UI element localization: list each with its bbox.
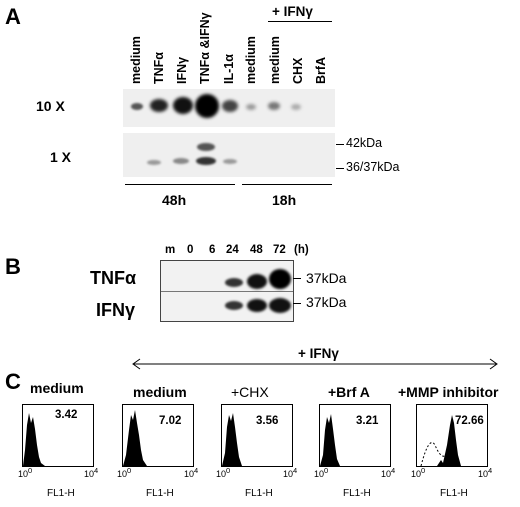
axis-tick: 100 xyxy=(117,466,132,479)
hist-label: medium xyxy=(133,384,187,400)
axis-tick: 104 xyxy=(283,466,298,479)
band xyxy=(195,94,219,118)
band xyxy=(269,269,291,289)
axis-label: FL1-H xyxy=(146,488,174,499)
histogram: 3.21 xyxy=(319,404,391,467)
band xyxy=(223,159,237,164)
kda-label-36-37: 36/37kDa xyxy=(346,160,400,174)
kda-label-42: 42kDa xyxy=(346,136,383,150)
band xyxy=(291,104,301,110)
axis-tick: 104 xyxy=(381,466,396,479)
time-label-48h: 48h xyxy=(162,192,187,208)
axis-tick: 104 xyxy=(478,466,493,479)
axis-tick: 104 xyxy=(84,466,99,479)
axis-label: FL1-H xyxy=(47,488,75,499)
hist-label: +MMP inhibitor xyxy=(398,384,499,400)
kda-label-b2: 37kDa xyxy=(306,294,347,310)
lane-label: TNFα xyxy=(152,52,166,84)
ifn-header-line-a xyxy=(268,21,332,22)
time-label-18h: 18h xyxy=(272,192,297,208)
time-label: m xyxy=(165,244,176,256)
axis-tick: 100 xyxy=(216,466,231,479)
band xyxy=(225,278,243,287)
blot-b xyxy=(160,260,294,322)
hist-value: 3.56 xyxy=(256,415,279,427)
axis-label: FL1-H xyxy=(440,488,468,499)
time-label: 6 xyxy=(209,244,216,256)
band xyxy=(197,143,215,151)
lane-label: medium xyxy=(268,36,282,84)
panel-c-letter: C xyxy=(5,369,21,394)
time-label: (h) xyxy=(294,244,309,256)
axis-tick: 100 xyxy=(314,466,329,479)
hist-value: 72.66 xyxy=(455,415,484,427)
kda-tick xyxy=(336,144,344,145)
row-label-10x: 10 X xyxy=(36,98,65,114)
lane-label: IL-1α xyxy=(222,54,236,84)
band xyxy=(268,102,280,110)
hist-label: +Brf A xyxy=(328,384,370,400)
kda-tick xyxy=(293,303,301,304)
lane-label: medium xyxy=(129,36,143,84)
time-label: 72 xyxy=(273,244,286,256)
time-label: 24 xyxy=(226,244,239,256)
band xyxy=(196,157,216,165)
axis-label: FL1-H xyxy=(245,488,273,499)
histogram: 7.02 xyxy=(122,404,194,467)
band xyxy=(131,103,143,110)
kda-tick xyxy=(336,168,344,169)
band xyxy=(247,299,267,312)
panel-a-letter: A xyxy=(5,4,21,29)
band xyxy=(222,100,238,112)
kda-label-b1: 37kDa xyxy=(306,270,347,286)
histogram: 72.66 xyxy=(416,404,488,467)
time-line-48h xyxy=(125,184,235,185)
histogram: 3.56 xyxy=(221,404,293,467)
row-label-1x: 1 X xyxy=(50,149,72,165)
ifn-header-a: + IFNγ xyxy=(272,4,313,19)
lane-label: CHX xyxy=(291,57,305,84)
hist-label: +CHX xyxy=(231,384,269,400)
ifn-header-c: + IFNγ xyxy=(298,346,339,361)
blot-1x xyxy=(123,133,335,177)
axis-tick: 100 xyxy=(18,466,33,479)
band xyxy=(147,160,161,165)
band xyxy=(173,158,189,164)
axis-tick: 100 xyxy=(411,466,426,479)
time-label: 48 xyxy=(250,244,263,256)
hist-label: medium xyxy=(30,380,84,396)
row-label-tnf: TNFα xyxy=(90,268,137,288)
lane-label: BrfA xyxy=(314,56,328,84)
lane-label: IFNγ xyxy=(175,56,189,84)
kda-tick xyxy=(293,278,301,279)
axis-label: FL1-H xyxy=(343,488,371,499)
band xyxy=(269,298,291,313)
band xyxy=(150,99,168,112)
hist-value: 3.42 xyxy=(55,409,78,421)
time-label: 0 xyxy=(187,244,194,256)
blot-10x xyxy=(123,89,335,127)
panel-b-letter: B xyxy=(5,254,21,279)
lane-label: TNFα &IFNγ xyxy=(198,12,212,84)
ifn-arrow xyxy=(132,358,498,370)
axis-tick: 104 xyxy=(184,466,199,479)
hist-value: 7.02 xyxy=(159,415,182,427)
blot-divider xyxy=(161,291,293,292)
band xyxy=(173,97,193,114)
time-line-18h xyxy=(242,184,332,185)
band xyxy=(225,301,243,310)
histogram: 3.42 xyxy=(22,404,94,467)
row-label-ifn: IFNγ xyxy=(96,300,136,320)
band xyxy=(246,104,256,110)
band xyxy=(247,274,267,289)
lane-label: medium xyxy=(244,36,258,84)
hist-value: 3.21 xyxy=(356,415,379,427)
